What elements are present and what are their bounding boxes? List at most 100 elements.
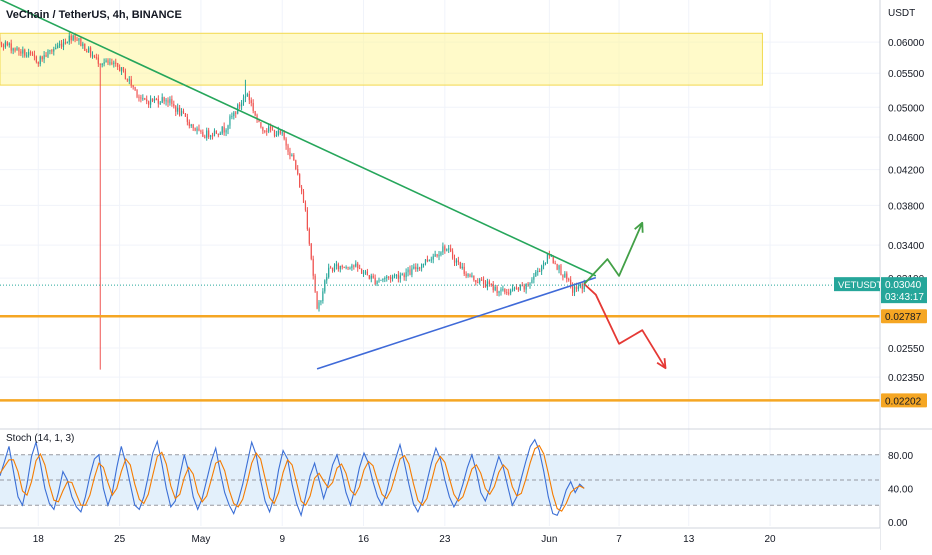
candle-body — [423, 264, 424, 265]
candle-body — [38, 62, 39, 64]
candle-body — [435, 254, 436, 256]
candle-body — [154, 99, 155, 101]
candle-body — [20, 51, 21, 53]
candle-body — [59, 44, 60, 46]
candle-body — [235, 113, 236, 114]
candle-body — [150, 98, 151, 104]
candle-body — [189, 122, 190, 126]
candle-body — [477, 282, 478, 283]
candle-body — [508, 293, 509, 294]
time-axis-tick-label: 25 — [114, 534, 126, 545]
candle-body — [531, 280, 532, 284]
candle-body — [171, 99, 172, 104]
candle-body — [303, 191, 304, 202]
time-axis-tick-label: Jun — [541, 534, 557, 545]
candle-body — [384, 278, 385, 279]
candle-body — [109, 62, 110, 63]
candle-body — [293, 155, 294, 160]
candle-body — [537, 271, 538, 272]
stoch-title: Stoch (14, 1, 3) — [6, 433, 74, 444]
candle-body — [160, 103, 161, 104]
candle-body — [243, 98, 244, 103]
resistance-zone[interactable] — [0, 33, 762, 85]
candle-body — [315, 276, 316, 292]
candle-body — [204, 137, 205, 138]
candle-body — [390, 277, 391, 279]
candle-body — [407, 270, 408, 273]
candle-body — [440, 252, 441, 255]
candle-body — [162, 97, 163, 103]
candle-body — [467, 274, 468, 276]
candle-body — [167, 100, 168, 102]
candle-body — [278, 131, 279, 135]
candle-body — [69, 36, 70, 43]
candle-body — [417, 268, 418, 269]
time-axis-tick-label: 18 — [33, 534, 45, 545]
candle-body — [334, 266, 335, 271]
candle-body — [363, 273, 364, 274]
candle-body — [255, 111, 256, 115]
candle-body — [502, 289, 503, 290]
candle-body — [367, 272, 368, 276]
candle-body — [547, 254, 548, 263]
chart-title: VeChain / TetherUS, 4h, BINANCE — [6, 9, 182, 21]
candle-body — [433, 256, 434, 259]
stoch-axis-tick-label: 80.00 — [888, 451, 913, 462]
price-axis-tick-label: 0.05500 — [888, 69, 925, 80]
candle-body — [144, 98, 145, 99]
candle-body — [266, 131, 267, 132]
candle-body — [429, 260, 430, 261]
candle-body — [115, 63, 116, 64]
candle-body — [349, 268, 350, 269]
candle-body — [454, 258, 455, 262]
candle-body — [452, 251, 453, 258]
candle-body — [506, 292, 507, 293]
stoch-axis-tick-label: 40.00 — [888, 484, 913, 495]
candle-body — [18, 48, 19, 52]
price-level-tag-label: 0.02787 — [885, 312, 922, 323]
candle-body — [84, 44, 85, 51]
candle-body — [185, 113, 186, 117]
candle-body — [462, 267, 463, 268]
candle-body — [45, 55, 46, 57]
symbol-tag-label: VETUSDT — [838, 280, 883, 291]
candle-body — [264, 131, 265, 132]
candle-body — [216, 131, 217, 134]
candle-body — [518, 288, 519, 290]
candle-body — [7, 42, 8, 45]
candle-body — [282, 132, 283, 133]
candle-body — [111, 62, 112, 63]
candle-body — [61, 44, 62, 47]
candle-body — [231, 116, 232, 117]
candle-body — [177, 108, 178, 112]
candle-body — [299, 174, 300, 187]
candle-body — [210, 135, 211, 137]
candle-body — [262, 127, 263, 130]
candle-body — [357, 264, 358, 269]
candle-body — [169, 99, 170, 103]
candle-body — [198, 129, 199, 131]
candle-body — [51, 50, 52, 51]
candle-body — [92, 55, 93, 56]
candle-body — [22, 50, 23, 54]
candle-body — [576, 287, 577, 289]
candle-body — [458, 260, 459, 262]
candle-body — [307, 210, 308, 229]
candle-body — [514, 288, 515, 289]
candle-body — [570, 280, 571, 285]
candle-body — [202, 132, 203, 137]
candle-body — [512, 289, 513, 291]
candle-body — [67, 42, 68, 43]
candle-body — [415, 267, 416, 269]
price-axis-tick-label: 0.04200 — [888, 166, 925, 177]
candle-body — [557, 264, 558, 270]
candle-body — [409, 270, 410, 275]
candle-body — [212, 135, 213, 136]
candle-body — [287, 146, 288, 152]
candle-body — [82, 44, 83, 46]
candle-body — [80, 38, 81, 46]
candle-body — [489, 281, 490, 284]
candle-body — [529, 283, 530, 285]
candle-body — [365, 272, 366, 273]
